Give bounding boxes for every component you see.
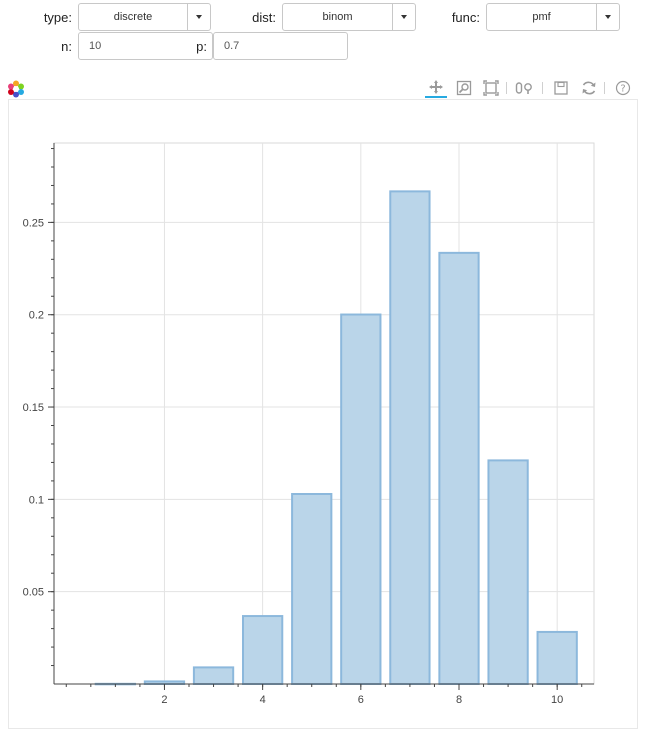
p-input[interactable]	[213, 32, 348, 60]
reset-icon[interactable]	[578, 78, 600, 98]
bokeh-logo-icon[interactable]	[7, 80, 25, 98]
bar-7	[389, 190, 431, 686]
func-label: func:	[451, 10, 480, 25]
svg-text:?: ?	[620, 84, 625, 95]
toolbar-separator	[604, 82, 605, 94]
y-tick-label: 0.2	[29, 310, 44, 322]
p-label: p:	[196, 39, 207, 54]
type-label: type:	[43, 10, 72, 25]
bar-9	[487, 459, 529, 686]
help-icon[interactable]: ?	[612, 78, 634, 98]
y-tick-label: 0.1	[29, 494, 44, 506]
box-zoom-icon[interactable]	[480, 78, 502, 98]
func-select[interactable]: pmf	[486, 3, 620, 31]
x-tick-label: 8	[456, 694, 462, 706]
dist-select[interactable]: binom	[282, 3, 416, 31]
y-tick-label: 0.25	[23, 217, 44, 229]
y-tick-label: 0.15	[23, 402, 44, 414]
func-select-value: pmf	[532, 11, 551, 23]
y-tick-label: 0.05	[23, 587, 44, 599]
type-select-value: discrete	[113, 11, 153, 23]
x-tick-label: 2	[161, 694, 167, 706]
save-icon[interactable]	[550, 78, 572, 98]
bar-8	[438, 251, 480, 685]
box-select-icon[interactable]	[514, 78, 536, 98]
bar-6	[340, 313, 382, 685]
wheel-zoom-icon[interactable]	[453, 78, 475, 98]
bar-4	[242, 615, 284, 685]
type-select[interactable]: discrete	[78, 3, 211, 31]
pan-icon[interactable]	[425, 78, 447, 98]
chevron-down-icon[interactable]	[596, 4, 619, 30]
x-tick-label: 10	[551, 694, 563, 706]
x-tick-label: 4	[260, 694, 266, 706]
bar-10	[536, 630, 578, 685]
plot-canvas[interactable]	[8, 99, 638, 729]
x-tick-label: 6	[358, 694, 364, 706]
toolbar-separator	[542, 82, 543, 94]
bar-3	[192, 666, 235, 686]
toolbar-separator	[506, 82, 507, 94]
n-label: n:	[61, 39, 72, 54]
n-input[interactable]	[78, 32, 213, 60]
chevron-down-icon[interactable]	[392, 4, 415, 30]
dist-label: dist:	[252, 10, 276, 25]
bar-5	[291, 493, 333, 685]
chevron-down-icon[interactable]	[187, 4, 210, 30]
dist-select-value: binom	[322, 11, 353, 23]
